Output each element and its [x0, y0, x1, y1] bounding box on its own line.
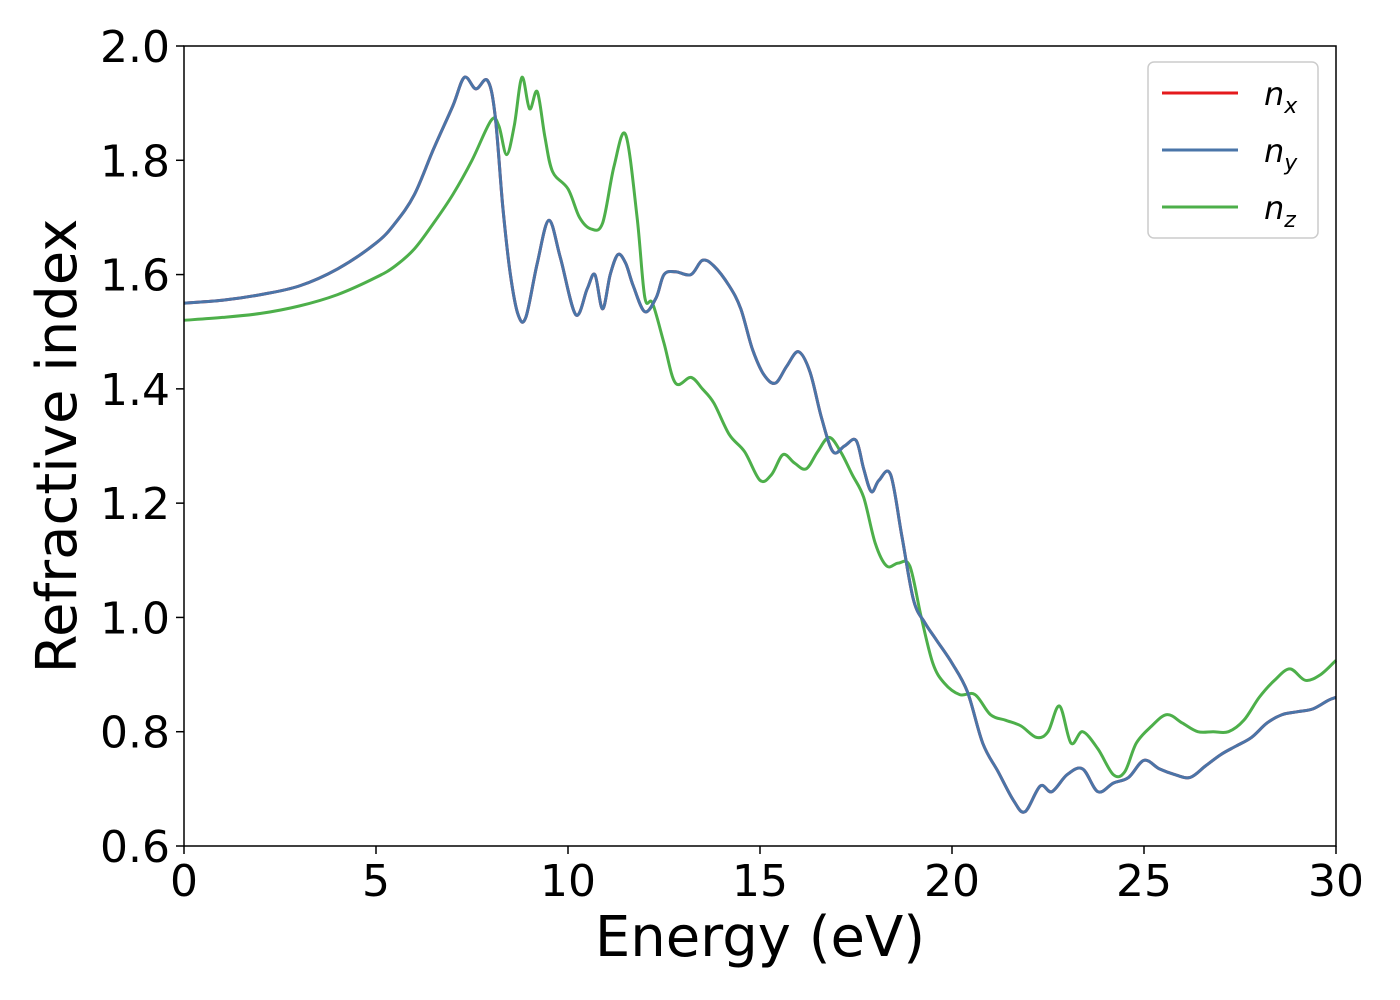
legend-label-base: n	[1264, 75, 1284, 113]
x-tick-label: 5	[362, 856, 390, 907]
y-tick-label: 1.2	[100, 479, 170, 530]
legend-label-nz: nz	[1264, 189, 1296, 233]
legend-label-subscript: x	[1283, 94, 1298, 119]
y-tick-label: 1.4	[100, 365, 170, 416]
legend-label-subscript: y	[1283, 151, 1298, 176]
x-tick-label: 0	[170, 856, 198, 907]
y-tick-label: 2.0	[100, 22, 170, 73]
series-line-ny	[183, 75, 1337, 814]
x-axis-title: Energy (eV)	[595, 905, 925, 970]
legend-label-subscript: z	[1283, 208, 1296, 233]
y-tick-label: 1.0	[100, 593, 170, 644]
x-tick-label: 30	[1308, 856, 1364, 907]
legend-label-nx: nx	[1264, 75, 1298, 119]
y-axis-title: Refractive index	[25, 219, 90, 674]
x-tick-label: 25	[1116, 856, 1172, 907]
x-tick-label: 20	[924, 856, 980, 907]
legend-label-base: n	[1264, 132, 1284, 170]
x-axis-ticks: 0 5 10 15 20 25 30	[170, 846, 1364, 907]
x-tick-label: 15	[732, 856, 788, 907]
y-axis-ticks: 0.6 0.8 1.0 1.2 1.4 1.6 1.8 2.0	[100, 22, 184, 873]
legend-label-base: n	[1264, 189, 1284, 227]
plot-lines	[183, 75, 1338, 814]
y-tick-label: 1.8	[100, 136, 170, 187]
y-tick-label: 0.8	[100, 708, 170, 759]
y-tick-label: 0.6	[100, 822, 170, 873]
y-tick-label: 1.6	[100, 251, 170, 302]
x-tick-label: 10	[540, 856, 596, 907]
legend-label-ny: ny	[1264, 132, 1298, 176]
series-line-nz	[183, 75, 1338, 779]
